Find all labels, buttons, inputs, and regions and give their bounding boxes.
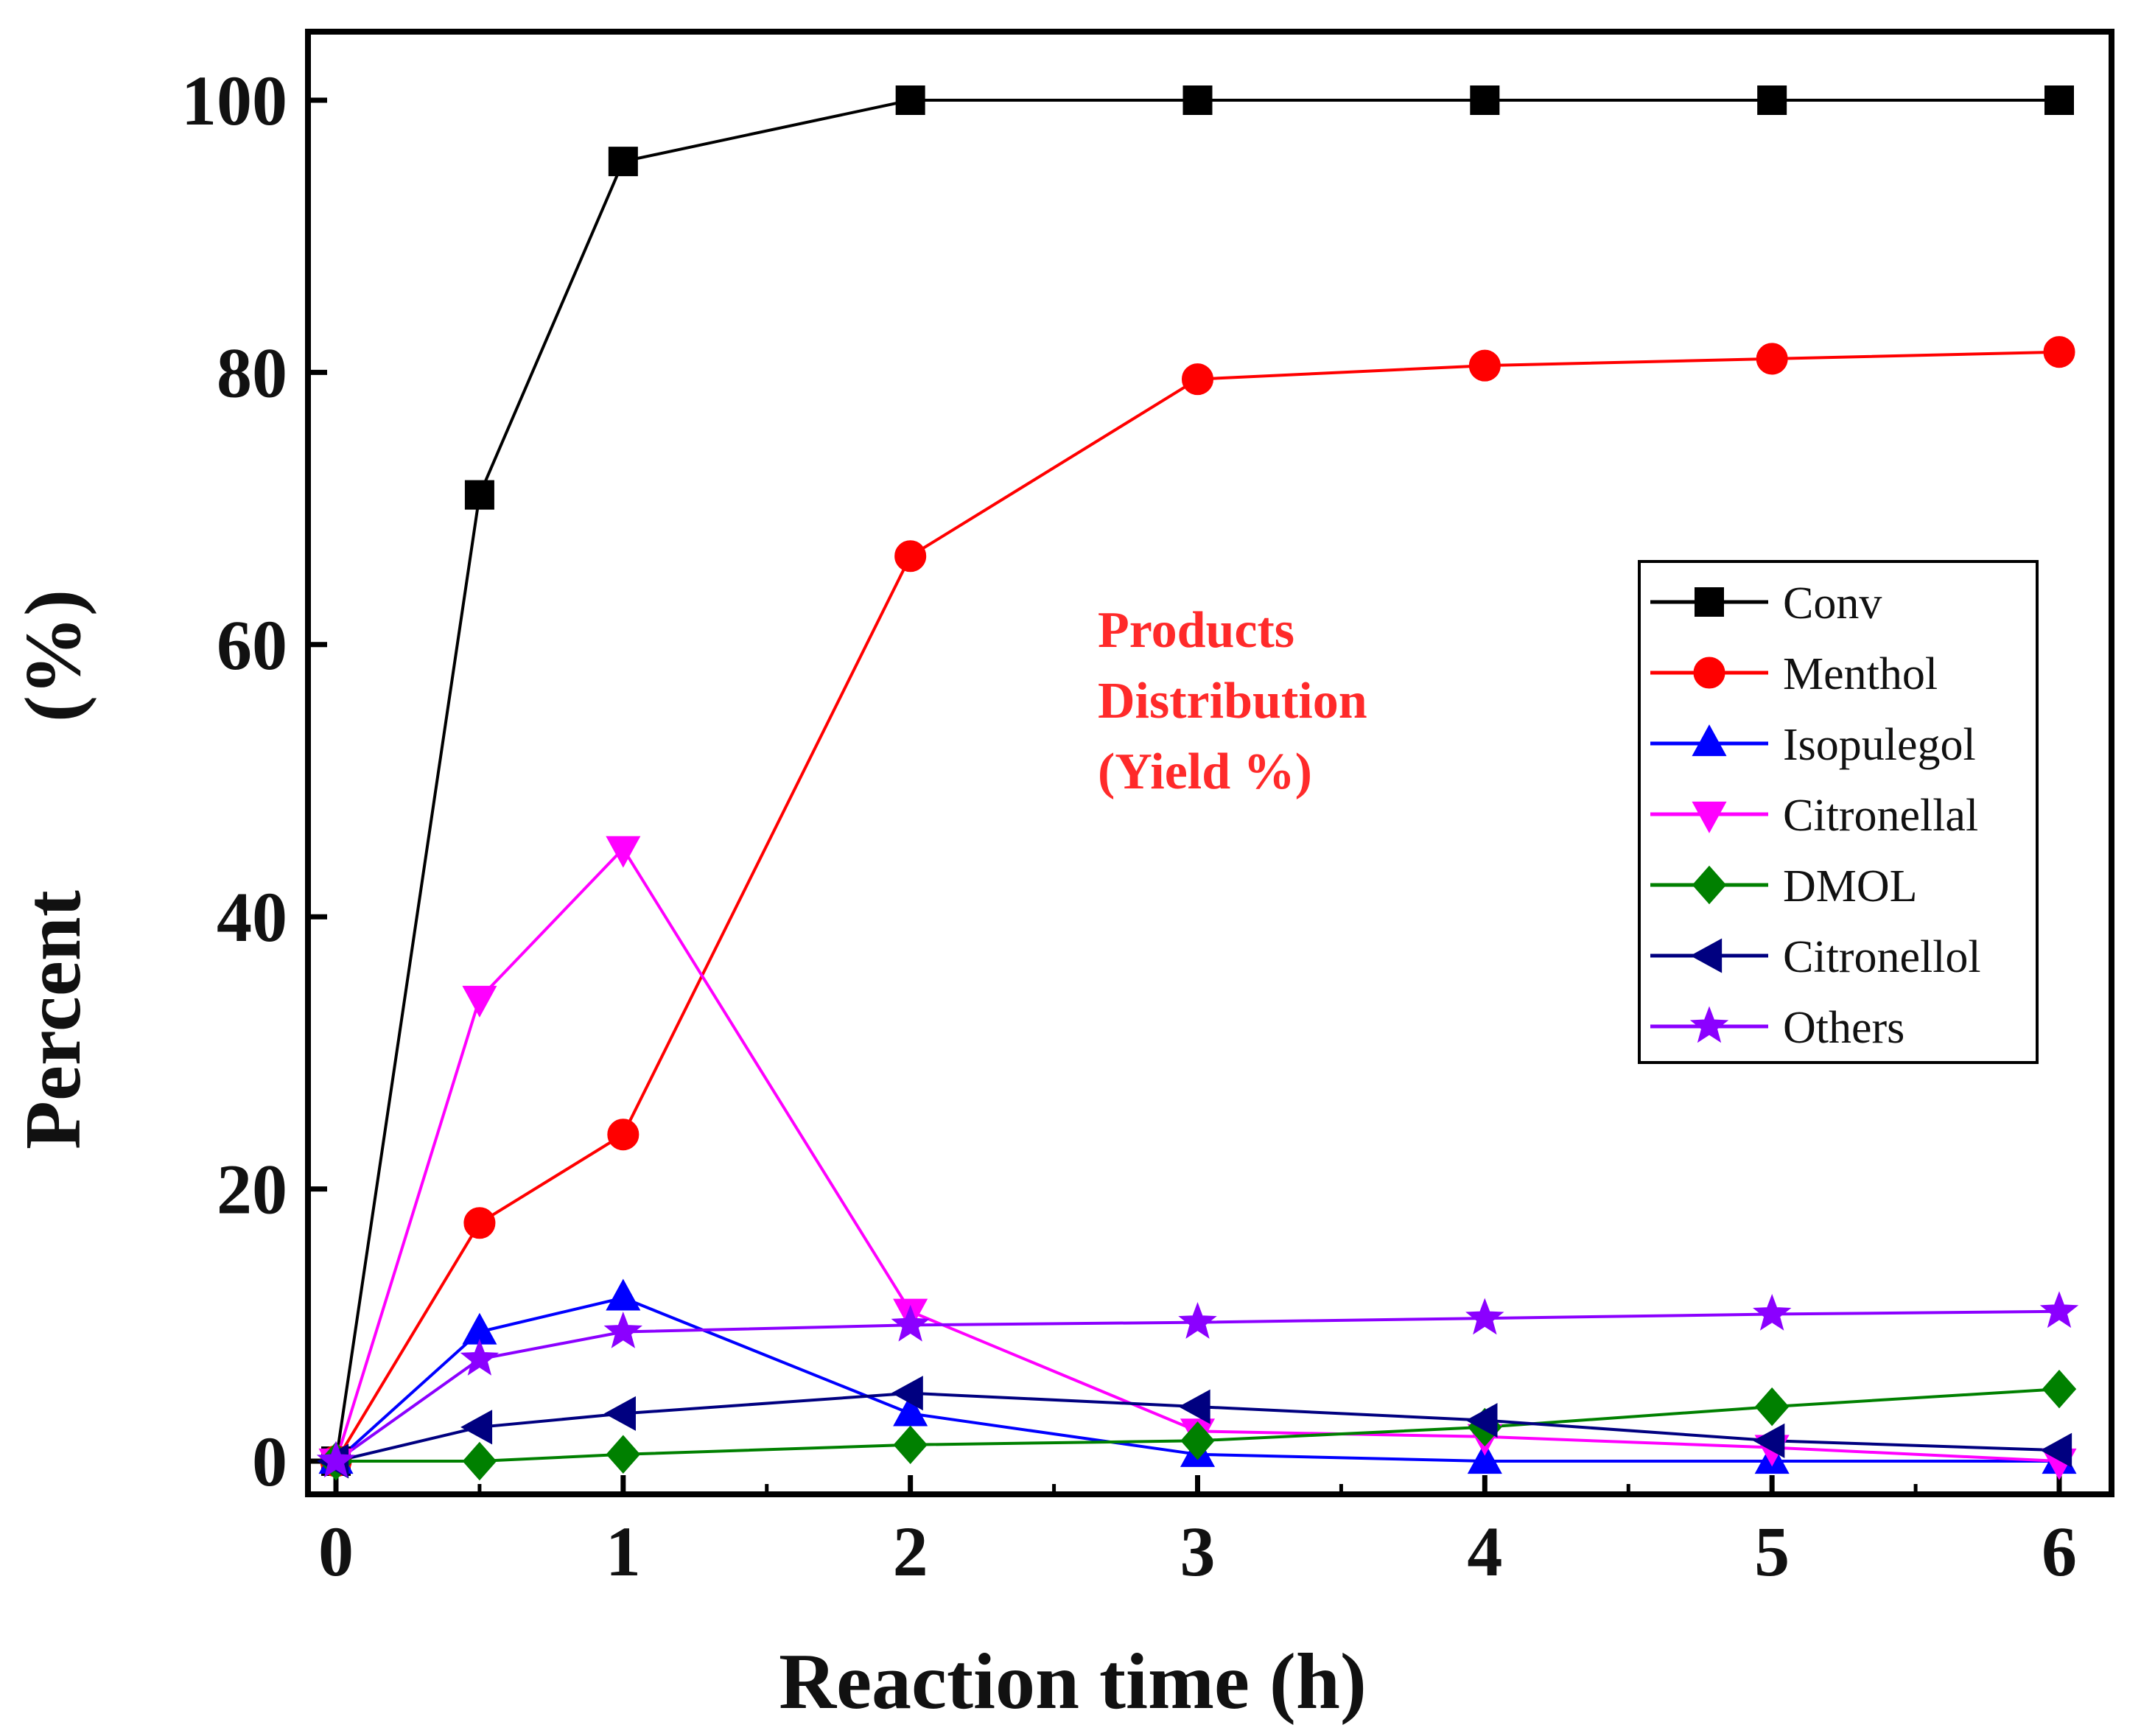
series-line-isopulegol bbox=[334, 1296, 2059, 1463]
data-point-dmol bbox=[462, 1441, 497, 1481]
data-point-citronellol bbox=[891, 1376, 923, 1411]
legend-label-isopulegol: Isopulegol bbox=[1783, 720, 1976, 770]
data-point-others bbox=[891, 1304, 930, 1342]
data-point-conv bbox=[464, 480, 494, 510]
data-point-citronellal bbox=[462, 985, 497, 1018]
series-line-menthol bbox=[334, 350, 2060, 1463]
x-tick-label: 5 bbox=[1754, 1512, 1790, 1591]
y-tick-label: 20 bbox=[217, 1150, 287, 1229]
data-point-dmol bbox=[2042, 1369, 2077, 1409]
data-point-isopulegol bbox=[606, 1278, 641, 1311]
data-point-isopulegol bbox=[1467, 1442, 1502, 1474]
data-point-others bbox=[603, 1311, 642, 1348]
data-point-menthol bbox=[1468, 349, 1501, 382]
data-point-others bbox=[2039, 1291, 2079, 1329]
legend-marker-citronellol bbox=[1690, 938, 1723, 973]
data-point-conv bbox=[608, 147, 638, 177]
legend-marker-others bbox=[1689, 1006, 1729, 1043]
x-tick-label: 6 bbox=[2042, 1512, 2077, 1591]
series-line-others bbox=[334, 1309, 2060, 1463]
y-tick-label: 0 bbox=[252, 1422, 287, 1501]
y-tick-label: 80 bbox=[217, 333, 287, 412]
data-point-citronellal bbox=[606, 836, 641, 868]
data-point-others bbox=[1465, 1298, 1504, 1335]
series-line-citronellal bbox=[334, 846, 2060, 1463]
series-line-dmol bbox=[336, 1387, 2060, 1463]
series-line-conv bbox=[334, 99, 2059, 1462]
annotation-line: Products bbox=[1098, 602, 1294, 659]
data-point-menthol bbox=[607, 1119, 640, 1151]
data-point-dmol bbox=[1754, 1387, 1790, 1427]
y-tick-label: 100 bbox=[181, 61, 287, 140]
legend-marker-citronellal bbox=[1692, 801, 1727, 833]
data-point-citronellol bbox=[1465, 1403, 1498, 1438]
legend-marker-conv bbox=[1695, 587, 1724, 617]
data-point-conv bbox=[1182, 85, 1213, 115]
y-tick-label: 40 bbox=[217, 878, 287, 956]
data-point-citronellol bbox=[2040, 1432, 2072, 1468]
legend-label-others: Others bbox=[1783, 1003, 1905, 1053]
data-point-others bbox=[1178, 1302, 1217, 1339]
data-point-dmol bbox=[893, 1425, 928, 1465]
data-point-conv bbox=[1470, 85, 1500, 115]
data-point-citronellol bbox=[1178, 1389, 1210, 1424]
data-point-others bbox=[460, 1338, 500, 1376]
legend-label-citronellol: Citronellol bbox=[1783, 932, 1981, 982]
series-markers bbox=[316, 85, 2079, 1481]
legend-label-menthol: Menthol bbox=[1783, 649, 1938, 699]
x-tick-label: 4 bbox=[1467, 1512, 1502, 1591]
products-distribution-annotation: Products Distribution (Yield %) bbox=[1098, 602, 1367, 800]
x-axis-title: Reaction time (h) bbox=[779, 1638, 1367, 1726]
x-tick-label: 3 bbox=[1180, 1512, 1216, 1591]
data-point-menthol bbox=[463, 1207, 496, 1239]
y-tick-label: 60 bbox=[217, 606, 287, 685]
series-line-citronellol bbox=[335, 1391, 2060, 1463]
legend-marker-isopulegol bbox=[1692, 724, 1727, 757]
legend-marker-menthol bbox=[1693, 657, 1725, 689]
data-point-dmol bbox=[606, 1435, 641, 1474]
legend-label-dmol: DMOL bbox=[1783, 861, 1918, 911]
x-tick-label: 1 bbox=[606, 1512, 641, 1591]
annotation-line: (Yield %) bbox=[1098, 743, 1312, 800]
data-point-others bbox=[316, 1441, 356, 1478]
data-point-citronellol bbox=[604, 1396, 636, 1431]
data-point-menthol bbox=[1756, 343, 1788, 375]
legend-label-citronellal: Citronellal bbox=[1783, 791, 1978, 841]
y-axis-unit: (%) bbox=[10, 589, 97, 722]
data-point-isopulegol bbox=[893, 1394, 928, 1427]
legend-label-conv: Conv bbox=[1783, 578, 1882, 629]
axes-ticks: 0 20 40 60 80 100 0 1 2 3 4 5 6 bbox=[181, 61, 2077, 1591]
y-axis-title: Percent bbox=[10, 890, 97, 1149]
data-point-citronellol bbox=[1753, 1423, 1785, 1458]
data-point-conv bbox=[895, 85, 925, 115]
data-point-dmol bbox=[1180, 1421, 1215, 1460]
data-point-citronellol bbox=[460, 1410, 493, 1445]
data-point-others bbox=[1753, 1293, 1792, 1331]
data-point-conv bbox=[2044, 85, 2074, 115]
data-point-menthol bbox=[2043, 336, 2075, 368]
series-lines bbox=[334, 99, 2060, 1463]
data-point-conv bbox=[1757, 85, 1787, 115]
data-point-menthol bbox=[1181, 363, 1214, 396]
data-point-menthol bbox=[894, 540, 927, 573]
legend-marker-dmol bbox=[1692, 865, 1727, 905]
legend: Conv Menthol Isopulegol Citronellal DMOL Citr… bbox=[1638, 560, 2039, 1064]
y-axis-title-group: Percent (%) bbox=[10, 589, 97, 1149]
x-tick-label: 0 bbox=[318, 1512, 354, 1591]
x-tick-label: 2 bbox=[893, 1512, 928, 1591]
annotation-line: Distribution bbox=[1098, 673, 1367, 729]
